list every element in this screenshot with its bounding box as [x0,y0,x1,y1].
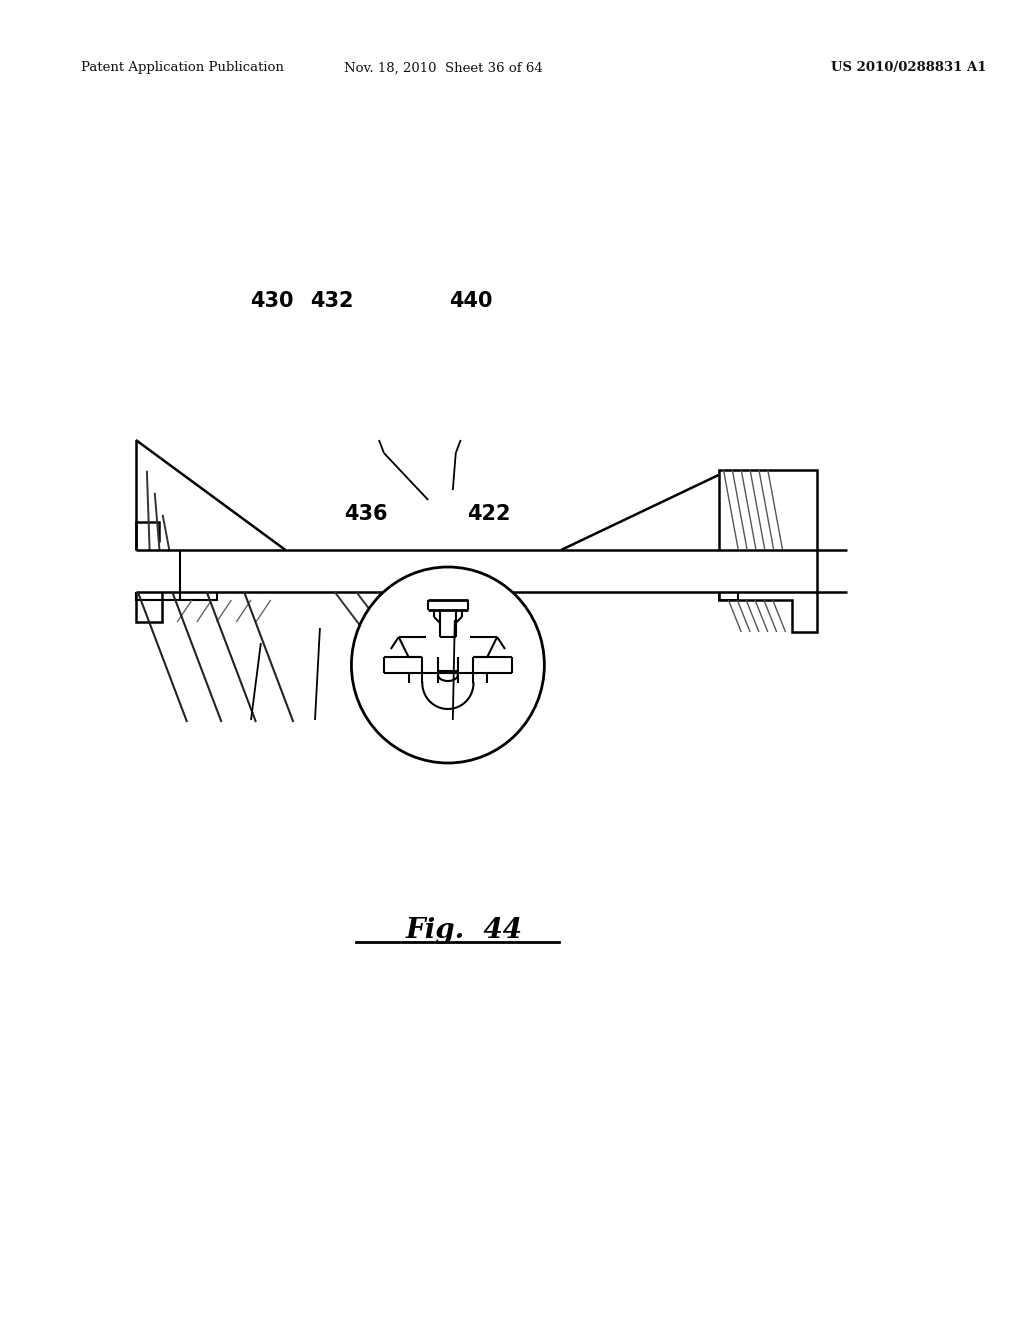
Text: Nov. 18, 2010  Sheet 36 of 64: Nov. 18, 2010 Sheet 36 of 64 [344,62,543,74]
Circle shape [351,568,545,763]
Text: Patent Application Publication: Patent Application Publication [81,62,284,74]
Text: 430: 430 [250,290,294,312]
Text: 422: 422 [467,504,510,524]
Text: Fig.  44: Fig. 44 [406,917,522,944]
Text: 436: 436 [345,504,388,524]
Text: 440: 440 [450,290,494,312]
Text: US 2010/0288831 A1: US 2010/0288831 A1 [830,62,986,74]
Text: 432: 432 [310,290,354,312]
